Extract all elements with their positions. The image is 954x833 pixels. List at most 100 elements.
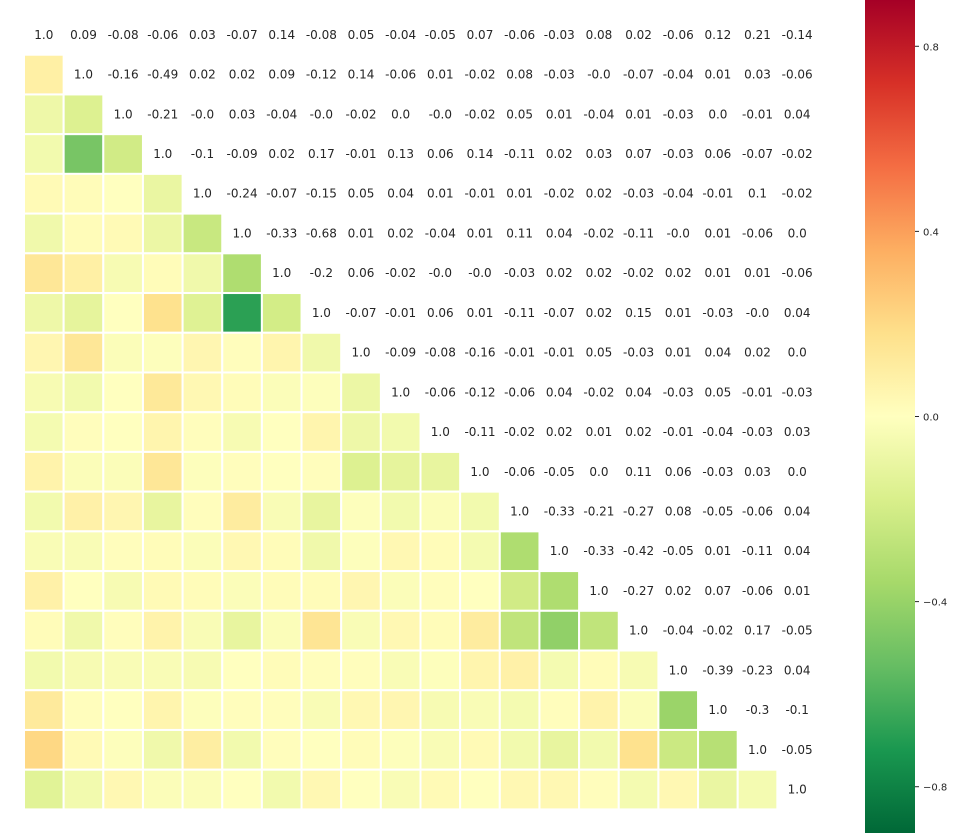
heatmap-cell-r11-c9 — [379, 450, 422, 493]
value-label-r5-c18: -0.06 — [742, 226, 773, 240]
value-label-r1-c17: 0.01 — [705, 68, 732, 82]
heatmap-cell-r12-c8 — [340, 490, 382, 533]
value-label-r9-c15: 0.04 — [625, 385, 652, 399]
heatmap-cell-r19-c18 — [736, 768, 779, 811]
value-label-r7-c9: -0.01 — [385, 306, 416, 320]
heatmap-cell-r16-c10 — [419, 649, 462, 692]
value-label-r1-c5: 0.02 — [229, 68, 256, 82]
colorbar-tick-label: 0.8 — [923, 42, 939, 53]
heatmap-cell-r13-c4 — [181, 530, 224, 573]
heatmap-cell-r13-c2 — [102, 530, 144, 573]
value-label-r4-c15: -0.03 — [623, 187, 654, 201]
heatmap-cell-r7-c3 — [141, 292, 184, 334]
heatmap-cell-r11-c3 — [141, 450, 184, 493]
heatmap-cell-r11-c10 — [419, 450, 462, 493]
heatmap-cell-r13-c8 — [340, 530, 382, 573]
heatmap-cell-r8-c1 — [62, 331, 105, 374]
heatmap-cell-r9-c8 — [340, 371, 382, 414]
value-label-r1-c15: -0.07 — [623, 68, 654, 82]
colorbar-tick-label: −0.4 — [923, 598, 947, 609]
value-label-r2-c10: -0.0 — [429, 107, 452, 121]
heatmap-cell-r17-c3 — [141, 689, 184, 731]
value-label-r13-c13: 1.0 — [550, 544, 569, 558]
heatmap-cell-r16-c2 — [102, 649, 144, 692]
value-label-r8-c12: -0.01 — [504, 346, 535, 360]
heatmap-cell-r9-c0 — [23, 371, 65, 414]
value-label-r1-c2: -0.16 — [108, 68, 139, 82]
heatmap-cell-r6-c5 — [221, 252, 263, 295]
value-label-r14-c15: -0.27 — [623, 584, 654, 598]
colorbar-tick-label: 0.0 — [923, 413, 939, 424]
heatmap-cell-r7-c5 — [221, 292, 263, 334]
value-label-r5-c7: -0.68 — [306, 226, 337, 240]
value-label-r4-c5: -0.24 — [227, 187, 258, 201]
heatmap-cell-r7-c4 — [181, 292, 224, 334]
heatmap-cell-r8-c4 — [181, 331, 224, 374]
value-label-r12-c12: 1.0 — [510, 505, 529, 519]
value-label-r2-c7: -0.0 — [310, 107, 333, 121]
value-label-r9-c19: -0.03 — [782, 385, 813, 399]
value-label-r16-c17: -0.39 — [702, 663, 733, 677]
value-label-r10-c14: 0.01 — [586, 425, 613, 439]
heatmap-cell-r9-c6 — [260, 371, 303, 414]
value-label-r0-c3: -0.06 — [147, 28, 178, 42]
heatmap-cell-r13-c1 — [62, 530, 105, 573]
heatmap-cell-r10-c3 — [141, 411, 184, 453]
value-label-r0-c1: 0.09 — [70, 28, 97, 42]
value-label-r6-c17: 0.01 — [705, 266, 732, 280]
value-label-r14-c19: 0.01 — [784, 584, 811, 598]
heatmap-cell-r4-c3 — [141, 172, 184, 215]
heatmap-cell-r15-c3 — [141, 609, 184, 652]
heatmap-cell-r19-c6 — [260, 768, 303, 811]
heatmap-cell-r18-c0 — [23, 728, 65, 771]
value-label-r5-c11: 0.01 — [467, 226, 494, 240]
value-label-r1-c19: -0.06 — [782, 68, 813, 82]
value-label-r8-c9: -0.09 — [385, 346, 416, 360]
heatmap-cell-r15-c2 — [102, 609, 144, 652]
heatmap-cell-r15-c10 — [419, 609, 462, 652]
value-label-r1-c4: 0.02 — [189, 68, 216, 82]
heatmap-cell-r19-c9 — [379, 768, 422, 811]
value-label-r7-c19: 0.04 — [784, 306, 811, 320]
value-label-r4-c13: -0.02 — [544, 187, 575, 201]
heatmap-cell-r11-c8 — [340, 450, 382, 493]
value-label-r12-c19: 0.04 — [784, 505, 811, 519]
value-label-r5-c15: -0.11 — [623, 226, 654, 240]
heatmap-cell-r13-c3 — [141, 530, 184, 573]
value-label-r17-c18: -0.3 — [746, 703, 769, 717]
value-label-r3-c7: 0.17 — [308, 147, 335, 161]
heatmap-cell-r11-c1 — [62, 450, 105, 493]
heatmap-cell-r12-c11 — [459, 490, 501, 533]
heatmap-cell-r13-c7 — [300, 530, 343, 573]
heatmap-cell-r8-c7 — [300, 331, 343, 374]
value-label-r3-c16: -0.03 — [663, 147, 694, 161]
value-label-r19-c19: 1.0 — [788, 783, 807, 797]
heatmap-cell-r15-c13 — [538, 609, 581, 652]
heatmap-cell-r17-c7 — [300, 689, 343, 731]
heatmap-cell-r14-c6 — [260, 570, 303, 612]
heatmap-cell-r17-c14 — [578, 689, 620, 731]
heatmap-cell-r14-c12 — [498, 570, 541, 612]
heatmap-cell-r11-c6 — [260, 450, 303, 493]
heatmap-cell-r8-c3 — [141, 331, 184, 374]
heatmap-cell-r12-c6 — [260, 490, 303, 533]
heatmap-cell-r10-c4 — [181, 411, 224, 453]
colorbar-tick-label: 0.4 — [923, 227, 939, 238]
heatmap-cell-r18-c1 — [62, 728, 105, 771]
heatmap-cell-r10-c0 — [23, 411, 65, 453]
value-label-r7-c16: 0.01 — [665, 306, 692, 320]
heatmap-cell-r16-c11 — [459, 649, 501, 692]
heatmap-cell-r14-c7 — [300, 570, 343, 612]
heatmap-cell-r12-c10 — [419, 490, 462, 533]
heatmap-cell-r11-c0 — [23, 450, 65, 493]
heatmap-cell-r11-c4 — [181, 450, 224, 493]
colorbar-ticks: 0.8 0.4 0.0 −0.4 −0.8 — [915, 42, 947, 794]
value-label-r3-c15: 0.07 — [625, 147, 652, 161]
heatmap-cell-r18-c4 — [181, 728, 224, 771]
heatmap-value-labels: 1.0 0.09 -0.08 -0.06 0.03 -0.07 0.14 -0.08 0.05-… — [34, 28, 812, 797]
value-label-r4-c11: -0.01 — [464, 187, 495, 201]
value-label-r1-c3: -0.49 — [147, 68, 178, 82]
heatmap-cell-r8-c0 — [23, 331, 65, 374]
heatmap-cell-r15-c14 — [578, 609, 620, 652]
value-label-r5-c9: 0.02 — [387, 226, 414, 240]
